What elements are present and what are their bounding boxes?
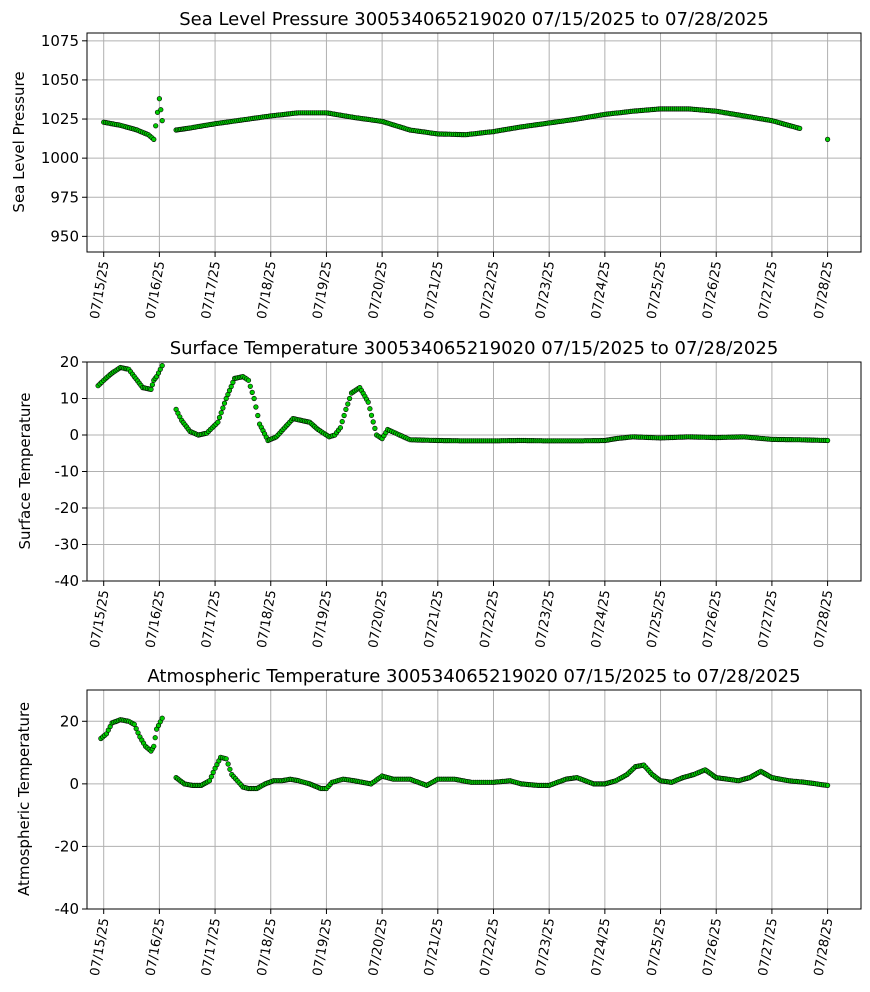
data-points [101, 96, 831, 142]
y-tick-label: 1025 [41, 110, 79, 128]
data-point [148, 386, 154, 393]
chart-title: Surface Temperature 300534065219020 07/1… [170, 338, 779, 359]
y-tick-label: 1075 [41, 32, 79, 50]
data-point [253, 404, 259, 410]
data-point [135, 730, 141, 736]
plot-frame [86, 689, 862, 910]
data-point [151, 743, 157, 749]
data-point [159, 363, 165, 369]
y-tick-label: -40 [55, 572, 80, 590]
data-point [149, 382, 155, 388]
data-point [210, 769, 216, 776]
data-point [341, 412, 347, 419]
y-tick-label: 20 [60, 353, 79, 371]
data-point [337, 425, 344, 431]
data-point [368, 412, 375, 418]
data-point [153, 123, 159, 129]
data-point [797, 125, 803, 131]
y-tick-label: -10 [55, 463, 80, 481]
data-point [156, 96, 162, 102]
y-tick-label: 0 [69, 426, 79, 444]
y-tick-label: 975 [50, 188, 79, 206]
y-tick-label: 1000 [41, 149, 79, 167]
data-point [220, 405, 226, 411]
data-point [152, 735, 158, 741]
data-point [347, 395, 353, 402]
data-point [345, 401, 351, 407]
data-point [247, 383, 253, 389]
data-points [98, 715, 831, 792]
data-point [227, 766, 233, 772]
panel-surface-temperature: Surface Temperature 300534065219020 07/1… [16, 338, 862, 649]
data-point [133, 725, 139, 732]
data-point [216, 414, 223, 421]
data-point [365, 399, 371, 405]
y-tick-label: -20 [55, 499, 80, 517]
y-axis-label: Surface Temperature [16, 393, 34, 550]
y-tick-label: -30 [55, 536, 80, 554]
data-point [245, 377, 252, 383]
data-point [225, 761, 231, 767]
grid [87, 33, 861, 252]
data-point [339, 419, 345, 425]
chart-title: Sea Level Pressure 300534065219020 07/15… [179, 9, 769, 30]
data-point [370, 419, 376, 425]
data-point [221, 400, 228, 406]
y-tick-label: -40 [55, 900, 80, 918]
data-point [131, 721, 137, 728]
data-point [824, 782, 831, 789]
data-point [223, 756, 229, 762]
data-point [372, 425, 378, 432]
data-point [249, 389, 255, 396]
plot-frame [86, 32, 862, 253]
y-tick-label: 10 [60, 390, 79, 408]
panel-sea-level-pressure: Sea Level Pressure 300534065219020 07/15… [10, 9, 862, 320]
data-point [159, 117, 165, 124]
data-point [215, 419, 221, 425]
data-point [255, 412, 261, 419]
y-tick-label: -20 [55, 837, 80, 855]
data-points [95, 363, 831, 444]
data-point [151, 136, 157, 142]
data-point [218, 410, 224, 416]
y-tick-label: 1050 [41, 71, 79, 89]
data-point [824, 136, 831, 142]
y-tick-label: 20 [60, 712, 79, 730]
data-point [208, 773, 214, 780]
y-tick-label: 950 [50, 227, 79, 245]
y-axis-label: Sea Level Pressure [10, 71, 28, 212]
data-point [343, 406, 349, 413]
chart-title: Atmospheric Temperature 300534065219020 … [147, 666, 800, 687]
y-tick-label: 0 [69, 775, 79, 793]
data-point [158, 107, 164, 113]
data-point [206, 778, 213, 784]
data-point [159, 715, 165, 721]
y-axis-label: Atmospheric Temperature [15, 702, 33, 896]
data-point [824, 437, 831, 444]
data-point [251, 395, 257, 402]
data-point [367, 406, 373, 412]
